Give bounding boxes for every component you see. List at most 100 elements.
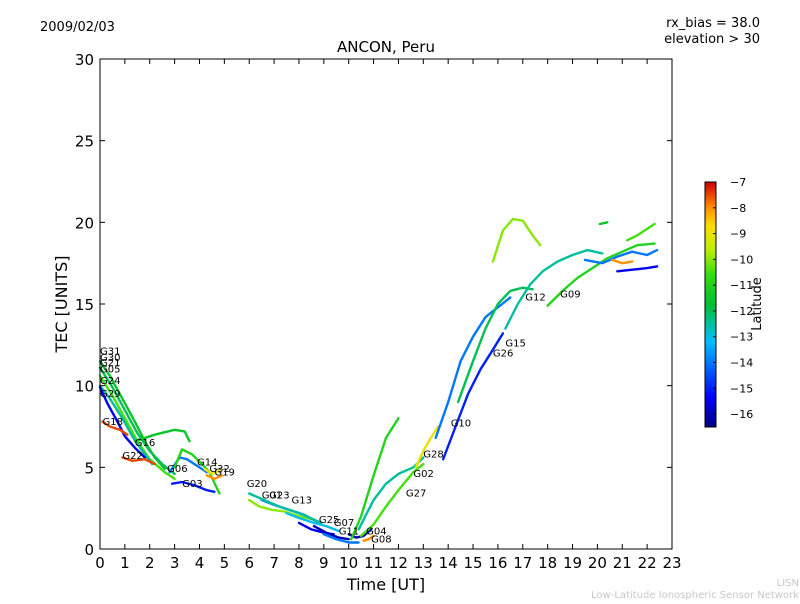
- series-line-g32: [203, 467, 221, 476]
- colorbar-tick-label: −7: [730, 176, 746, 189]
- y-tick-label: 10: [75, 378, 94, 396]
- x-tick-label: 9: [319, 554, 329, 572]
- x-tick-label: 11: [364, 554, 383, 572]
- series-line-g32b: [504, 248, 604, 330]
- plot-lines: [98, 217, 659, 544]
- x-tick-label: 6: [244, 554, 254, 572]
- satellite-label-g28: G28: [423, 450, 443, 461]
- colorbar-tick-label: −16: [730, 408, 753, 421]
- x-tick-label: 3: [170, 554, 180, 572]
- colorbar-tick-label: −10: [730, 253, 753, 266]
- satellite-label-g23: G23: [269, 490, 289, 501]
- x-tick-label: 7: [269, 554, 279, 572]
- colorbar-ticks: −7 −8 −9 −10 −11 −12 −13 −14 −15 −16: [713, 176, 753, 421]
- satellite-label-g10: G10: [451, 419, 471, 430]
- x-tick-label: 4: [195, 554, 205, 572]
- rx-bias-text: rx_bias = 38.0: [666, 16, 760, 31]
- series-line-g09: [491, 217, 542, 263]
- y-tick-label: 20: [75, 214, 94, 232]
- series-line-g22: [121, 456, 156, 466]
- series-line-g03: [170, 480, 216, 493]
- series-line-g02: [357, 456, 425, 531]
- series-line-g15: [434, 296, 512, 440]
- x-tick-label: 19: [563, 554, 582, 572]
- satellite-label-g30: G30: [100, 353, 120, 364]
- series-line-g19b: [626, 222, 656, 242]
- satellite-label-g07: G07: [334, 518, 354, 529]
- satellite-label-g27: G27: [406, 489, 426, 500]
- plot-frame: [99, 58, 673, 550]
- footer-lisn: LISN: [777, 578, 799, 589]
- x-tick-label: 17: [513, 554, 532, 572]
- series-line-g14: [173, 448, 221, 495]
- colorbar-tick-label: −13: [730, 331, 753, 344]
- series-line-g19: [205, 474, 224, 480]
- series-line-g13: [285, 511, 340, 533]
- x-tick-label: 2: [145, 554, 155, 572]
- satellite-label-g29: G29: [100, 389, 120, 400]
- x-tick-label: 12: [389, 554, 408, 572]
- y-tick-label: 30: [75, 51, 94, 69]
- colorbar-tick-label: −15: [730, 382, 753, 395]
- colorbar-tick-label: −9: [730, 228, 746, 241]
- x-tick-label: 1: [120, 554, 130, 572]
- satellite-label-g19: G19: [214, 468, 234, 479]
- satellite-label-g24: G24: [100, 376, 120, 387]
- series-line-g20b: [598, 221, 609, 226]
- series-line-g08: [362, 534, 375, 542]
- satellite-label-g31: G31: [100, 347, 120, 358]
- chart-title: ANCON, Peru: [337, 38, 435, 56]
- x-tick-label: 5: [220, 554, 230, 572]
- series-line-g18: [101, 420, 129, 436]
- satellite-label-g20: G20: [247, 479, 267, 490]
- colorbar-label: Latitude: [750, 277, 765, 331]
- series-line-g12: [456, 286, 534, 404]
- satellite-label-g12: G12: [525, 293, 545, 304]
- satellite-label-g01: G01: [262, 490, 282, 501]
- satellite-label-g13: G13: [292, 495, 312, 506]
- satellite-label-g15: G15: [505, 339, 525, 350]
- series-line-g24: [98, 384, 154, 466]
- series-line-g27: [359, 462, 425, 538]
- footer-network: Low-Latitude Ionospheric Sensor Network: [591, 590, 799, 600]
- satellite-label-g11: G11: [339, 526, 359, 537]
- x-tick-label: 16: [488, 554, 507, 572]
- series-line-g29: [98, 386, 146, 459]
- y-tick-label: 0: [84, 541, 94, 559]
- elevation-text: elevation > 30: [664, 32, 760, 47]
- colorbar-tick-label: −8: [730, 202, 746, 215]
- colorbar-tick-label: −12: [730, 305, 753, 318]
- y-tick-label: 25: [75, 133, 94, 151]
- y-tick-label: 5: [84, 459, 94, 477]
- satellite-label-g06: G06: [167, 464, 187, 475]
- satellite-label-g21: G21: [100, 358, 120, 369]
- colorbar-tick-label: −11: [730, 279, 753, 292]
- colorbar-tick-label: −14: [730, 357, 753, 370]
- satellite-labels: G31G30G21G05G24G29G18G16G22G06G03G14G32G…: [100, 290, 581, 546]
- satellite-label-g05: G05: [100, 365, 120, 376]
- satellite-label-g09: G09: [560, 290, 580, 301]
- x-tick-label: 0: [95, 554, 105, 572]
- x-tick-label: 8: [294, 554, 304, 572]
- series-line-g23: [248, 492, 323, 525]
- x-axis-label: Time [UT]: [346, 575, 425, 594]
- y-axis-label: TEC [UNITS]: [52, 256, 71, 354]
- x-tick-label: 20: [588, 554, 607, 572]
- satellite-label-g02: G02: [413, 469, 433, 480]
- x-tick-label: 10: [339, 554, 358, 572]
- x-tick-label: 15: [463, 554, 482, 572]
- satellite-label-g14: G14: [197, 458, 217, 469]
- satellite-label-g18: G18: [103, 417, 123, 428]
- x-tick-label: 13: [414, 554, 433, 572]
- series-line-g11: [322, 533, 360, 544]
- series-line-g28: [414, 425, 440, 469]
- satellite-label-g03: G03: [182, 479, 202, 490]
- satellite-label-g16: G16: [135, 438, 155, 449]
- satellite-label-g22: G22: [122, 451, 142, 462]
- series-line-g14b: [611, 258, 634, 265]
- x-tick-label: 23: [662, 554, 681, 572]
- date-text: 2009/02/03: [40, 20, 115, 35]
- series-line-g05b: [583, 248, 659, 265]
- series-line-g20: [248, 498, 316, 521]
- series-line-g07: [312, 524, 350, 541]
